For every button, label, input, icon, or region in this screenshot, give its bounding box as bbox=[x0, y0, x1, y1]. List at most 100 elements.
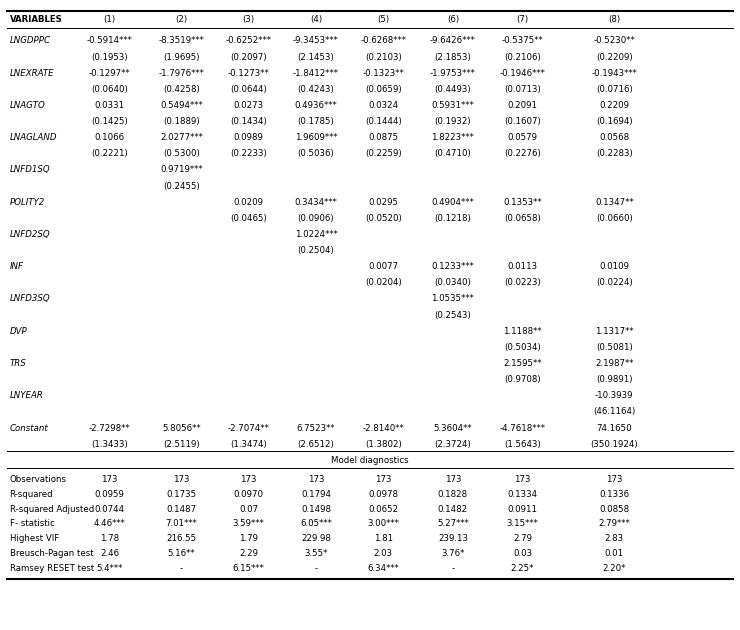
Text: DVP: DVP bbox=[10, 327, 27, 336]
Text: 0.0209: 0.0209 bbox=[234, 198, 263, 207]
Text: (0.0520): (0.0520) bbox=[365, 214, 402, 223]
Text: 1.1188**: 1.1188** bbox=[503, 327, 542, 336]
Text: -1.9753***: -1.9753*** bbox=[430, 69, 476, 77]
Text: 0.0970: 0.0970 bbox=[234, 490, 263, 499]
Text: 1.9609***: 1.9609*** bbox=[295, 133, 337, 142]
Text: (2.5119): (2.5119) bbox=[163, 440, 200, 449]
Text: 1.8223***: 1.8223*** bbox=[431, 133, 474, 142]
Text: (0.5081): (0.5081) bbox=[596, 343, 633, 352]
Text: -1.8412***: -1.8412*** bbox=[293, 69, 339, 77]
Text: 173: 173 bbox=[375, 475, 391, 484]
Text: 2.03: 2.03 bbox=[374, 549, 393, 558]
Text: 0.1353**: 0.1353** bbox=[503, 198, 542, 207]
Text: (0.0340): (0.0340) bbox=[434, 278, 471, 287]
Text: -0.1297**: -0.1297** bbox=[89, 69, 130, 77]
Text: (0.4243): (0.4243) bbox=[297, 85, 334, 94]
Text: POLITY2: POLITY2 bbox=[10, 198, 45, 207]
Text: -0.6252***: -0.6252*** bbox=[226, 37, 272, 45]
Text: (1): (1) bbox=[104, 15, 115, 25]
Text: (0.0224): (0.0224) bbox=[596, 278, 633, 287]
Text: R-squared: R-squared bbox=[10, 490, 53, 499]
Text: F- statistic: F- statistic bbox=[10, 519, 54, 529]
Text: 5.3604**: 5.3604** bbox=[434, 423, 472, 433]
Text: LNFD3SQ: LNFD3SQ bbox=[10, 294, 50, 304]
Text: (2.6512): (2.6512) bbox=[297, 440, 334, 449]
Text: (0.5300): (0.5300) bbox=[163, 149, 200, 158]
Text: (1.3474): (1.3474) bbox=[230, 440, 267, 449]
Text: 0.0744: 0.0744 bbox=[95, 505, 124, 513]
Text: -0.1273**: -0.1273** bbox=[228, 69, 269, 77]
Text: 0.0875: 0.0875 bbox=[369, 133, 398, 142]
Text: 1.0224***: 1.0224*** bbox=[295, 230, 337, 239]
Text: -: - bbox=[180, 564, 183, 573]
Text: 0.1828: 0.1828 bbox=[438, 490, 468, 499]
Text: 0.2209: 0.2209 bbox=[599, 101, 629, 110]
Text: (0.1218): (0.1218) bbox=[434, 214, 471, 223]
Text: (0.0644): (0.0644) bbox=[230, 85, 267, 94]
Text: (0.9708): (0.9708) bbox=[504, 375, 541, 384]
Text: (0.1444): (0.1444) bbox=[365, 117, 402, 126]
Text: 74.1650: 74.1650 bbox=[596, 423, 632, 433]
Text: (0.0659): (0.0659) bbox=[365, 85, 402, 94]
Text: (0.2221): (0.2221) bbox=[91, 149, 128, 158]
Text: 0.0911: 0.0911 bbox=[508, 505, 537, 513]
Text: 0.1498: 0.1498 bbox=[301, 505, 331, 513]
Text: 2.29: 2.29 bbox=[239, 549, 258, 558]
Text: 0.0579: 0.0579 bbox=[508, 133, 537, 142]
Text: 3.00***: 3.00*** bbox=[367, 519, 400, 529]
Text: -1.7976***: -1.7976*** bbox=[158, 69, 204, 77]
Text: 0.1233***: 0.1233*** bbox=[431, 262, 474, 272]
Text: INF: INF bbox=[10, 262, 24, 272]
Text: 0.0858: 0.0858 bbox=[599, 505, 629, 513]
Text: -2.8140**: -2.8140** bbox=[363, 423, 404, 433]
Text: (0.4493): (0.4493) bbox=[434, 85, 471, 94]
Text: (0.1889): (0.1889) bbox=[163, 117, 200, 126]
Text: 0.4904***: 0.4904*** bbox=[431, 198, 474, 207]
Text: (350.1924): (350.1924) bbox=[591, 440, 638, 449]
Text: -0.1323**: -0.1323** bbox=[363, 69, 404, 77]
Text: TRS: TRS bbox=[10, 359, 27, 368]
Text: (0.0465): (0.0465) bbox=[230, 214, 267, 223]
Text: 0.5931***: 0.5931*** bbox=[431, 101, 474, 110]
Text: (2.1453): (2.1453) bbox=[297, 52, 334, 62]
Text: 0.5494***: 0.5494*** bbox=[160, 101, 203, 110]
Text: (0.1434): (0.1434) bbox=[230, 117, 267, 126]
Text: (0.0223): (0.0223) bbox=[504, 278, 541, 287]
Text: (0.1425): (0.1425) bbox=[91, 117, 128, 126]
Text: 2.1987**: 2.1987** bbox=[595, 359, 633, 368]
Text: (0.1607): (0.1607) bbox=[504, 117, 541, 126]
Text: (0.5036): (0.5036) bbox=[297, 149, 334, 158]
Text: (0.0716): (0.0716) bbox=[596, 85, 633, 94]
Text: -0.6268***: -0.6268*** bbox=[360, 37, 406, 45]
Text: 1.1317**: 1.1317** bbox=[595, 327, 633, 336]
Text: -0.5230**: -0.5230** bbox=[593, 37, 635, 45]
Text: 173: 173 bbox=[308, 475, 324, 484]
Text: 6.05***: 6.05*** bbox=[300, 519, 332, 529]
Text: 0.1066: 0.1066 bbox=[95, 133, 124, 142]
Text: 0.0568: 0.0568 bbox=[599, 133, 629, 142]
Text: 6.15***: 6.15*** bbox=[232, 564, 265, 573]
Text: 0.0324: 0.0324 bbox=[369, 101, 398, 110]
Text: (5): (5) bbox=[377, 15, 389, 25]
Text: (0.0713): (0.0713) bbox=[504, 85, 541, 94]
Text: 0.0652: 0.0652 bbox=[369, 505, 398, 513]
Text: (0.4258): (0.4258) bbox=[163, 85, 200, 94]
Text: 7.01***: 7.01*** bbox=[165, 519, 198, 529]
Text: (3): (3) bbox=[243, 15, 255, 25]
Text: (0.9891): (0.9891) bbox=[596, 375, 633, 384]
Text: (0.2259): (0.2259) bbox=[365, 149, 402, 158]
Text: (1.5643): (1.5643) bbox=[504, 440, 541, 449]
Text: LNFD2SQ: LNFD2SQ bbox=[10, 230, 50, 239]
Text: (4): (4) bbox=[310, 15, 322, 25]
Text: 0.4936***: 0.4936*** bbox=[295, 101, 337, 110]
Text: LNAGTO: LNAGTO bbox=[10, 101, 45, 110]
Text: 2.25*: 2.25* bbox=[511, 564, 534, 573]
Text: Ramsey RESET test: Ramsey RESET test bbox=[10, 564, 94, 573]
Text: 0.1482: 0.1482 bbox=[438, 505, 468, 513]
Text: 5.16**: 5.16** bbox=[167, 549, 195, 558]
Text: 0.1347**: 0.1347** bbox=[595, 198, 633, 207]
Text: 0.0109: 0.0109 bbox=[599, 262, 629, 272]
Text: (2.3724): (2.3724) bbox=[434, 440, 471, 449]
Text: -0.5914***: -0.5914*** bbox=[87, 37, 132, 45]
Text: 2.0277***: 2.0277*** bbox=[160, 133, 203, 142]
